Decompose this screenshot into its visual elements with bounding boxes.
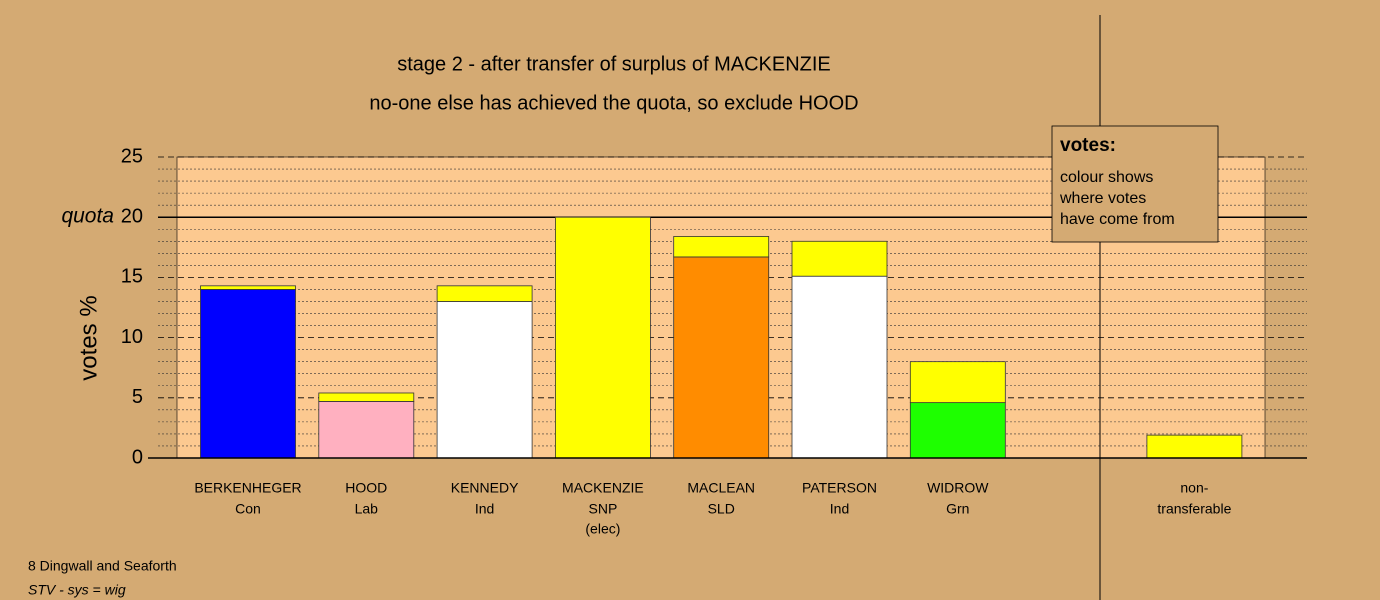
x-tick-label: HOOD [345, 480, 387, 496]
chart-subtitle: no-one else has achieved the quota, so e… [369, 92, 858, 114]
bar-segment [909, 361, 1006, 404]
bar-segment [1146, 434, 1243, 459]
x-tick-label: MACLEAN [687, 480, 755, 496]
x-tick-sublabel: transferable [1157, 501, 1231, 517]
bar-segment [200, 285, 296, 290]
x-tick-sublabel: Con [235, 501, 261, 517]
bars [200, 216, 1243, 459]
bar-segment [791, 240, 888, 277]
bar-segment [318, 401, 415, 459]
legend: votes: colour shows where votes have com… [1051, 125, 1219, 243]
y-tick-label: 10 [121, 326, 143, 348]
footer-text: STV - sys = wig [28, 582, 126, 598]
y-tick-label: 0 [132, 446, 143, 468]
x-tick-sublabel: Grn [946, 501, 969, 517]
bar-segment [200, 289, 296, 459]
bar-segment [555, 216, 651, 459]
legend-title: votes: [1060, 135, 1116, 156]
x-tick-sublabel: Lab [355, 501, 379, 517]
x-tick-sublabel: Ind [830, 501, 849, 517]
x-tick-status: (elec) [585, 521, 620, 537]
x-tick-label: MACKENZIE [562, 480, 644, 496]
y-tick-label: 15 [121, 266, 143, 288]
footer-text: 8 Dingwall and Seaforth [28, 558, 177, 574]
bar-segment [673, 236, 770, 258]
legend-text: where votes [1059, 190, 1146, 207]
y-tick-label: 25 [121, 145, 143, 167]
bar-segment [436, 301, 533, 459]
chart-title: stage 2 - after transfer of surplus of M… [397, 53, 831, 75]
legend-text: have come from [1060, 211, 1175, 228]
labels: 0 5 10 15 20 25 quota BERKENHEGER Con HOOD Lab KENN… [61, 145, 1231, 536]
x-tick-label: BERKENHEGER [194, 480, 301, 496]
quota-label: quota [61, 205, 114, 228]
bar-segment [791, 275, 888, 459]
x-tick-label: PATERSON [802, 480, 877, 496]
y-tick-label: 5 [132, 386, 143, 408]
bar-segment [436, 285, 533, 302]
y-tick-label: 20 [121, 205, 143, 227]
x-tick-sublabel: Ind [475, 501, 494, 517]
bar-segment [909, 402, 1006, 459]
x-tick-sublabel: SLD [708, 501, 735, 517]
x-tick-sublabel: SNP [589, 501, 618, 517]
x-tick-label: WIDROW [927, 480, 989, 496]
y-axis-label: votes % [75, 295, 102, 380]
legend-text: colour shows [1060, 169, 1153, 186]
legend-box [1051, 125, 1219, 243]
bar-segment [673, 256, 770, 459]
bar-segment [318, 392, 415, 402]
x-tick-label: KENNEDY [451, 480, 519, 496]
x-tick-label: non- [1180, 480, 1208, 496]
